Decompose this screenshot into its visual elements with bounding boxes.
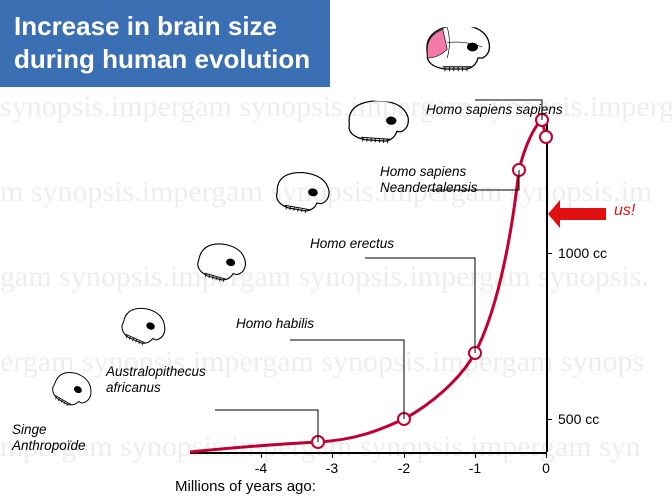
figure-root: Increase in brain size during human evol… xyxy=(0,0,672,503)
skull-homo-sapiens-sapiens xyxy=(421,27,491,89)
y-tick xyxy=(546,253,552,254)
us-text: us! xyxy=(614,202,635,220)
y-tick-label: 500 cc xyxy=(558,411,599,427)
watermark: ergam synopsis.impergam synopsis.imperga… xyxy=(0,345,672,379)
skull-homo-erectus xyxy=(264,166,335,231)
x-axis-title: Millions of years ago: xyxy=(175,478,316,495)
skull-australopithecus xyxy=(106,294,177,362)
y-axis-line xyxy=(546,120,548,452)
x-tick xyxy=(332,452,333,458)
watermark: mpergam synopsis.impergam synopsis.imper… xyxy=(0,430,672,464)
x-tick xyxy=(261,452,262,458)
watermark: synopsis.impergam synopsis.impergam syno… xyxy=(0,90,672,124)
species-label-habilis: Homo habilis xyxy=(236,316,314,332)
y-tick xyxy=(546,419,552,420)
x-tick-label: -4 xyxy=(255,460,267,476)
watermark: m synopsis.impergam synopsis.impergam sy… xyxy=(0,175,672,209)
title-line-2: during human evolution xyxy=(14,44,310,74)
skull-neandertalensis xyxy=(341,99,411,162)
x-axis-line xyxy=(190,452,546,454)
skull-singe-anthropoide xyxy=(38,357,106,423)
us-label: us! xyxy=(608,202,635,220)
species-label-sapiens-sapiens: Homo sapiens sapiens xyxy=(426,102,563,118)
species-label-australopithecus: Australopithecus africanus xyxy=(106,364,206,395)
title-box: Increase in brain size during human evol… xyxy=(0,0,330,87)
x-tick-label: -1 xyxy=(469,460,481,476)
title-line-1: Increase in brain size xyxy=(14,11,277,41)
x-tick-label: 0 xyxy=(542,460,550,476)
species-label-singe: Singe Anthropoïde xyxy=(12,422,86,453)
x-tick xyxy=(404,452,405,458)
x-tick-label: -3 xyxy=(326,460,338,476)
y-tick-label: 1000 cc xyxy=(558,245,607,261)
watermark: gam synopsis.impergam synopsis.impergam … xyxy=(0,260,672,294)
species-label-erectus: Homo erectus xyxy=(310,236,394,252)
species-label-neandertalensis: Homo sapiens Neandertalensis xyxy=(380,164,478,195)
us-arrow-svg xyxy=(548,200,606,228)
x-tick-label: -2 xyxy=(398,460,410,476)
x-tick xyxy=(546,452,547,458)
skull-homo-habilis xyxy=(185,233,256,299)
x-tick xyxy=(475,452,476,458)
